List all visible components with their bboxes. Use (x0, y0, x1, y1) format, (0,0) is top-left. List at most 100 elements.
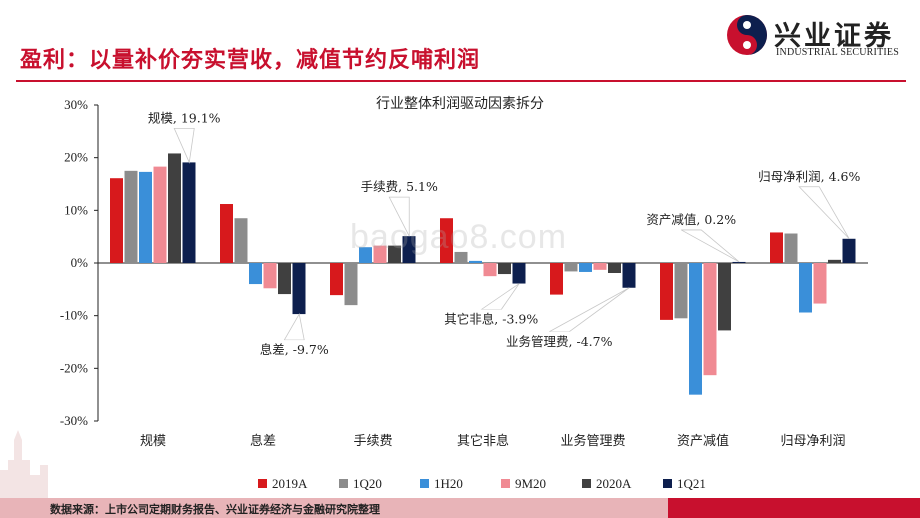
x-tick-label: 其它非息 (457, 433, 509, 449)
bar (469, 260, 482, 263)
annotation-label: 手续费, 5.1% (361, 179, 438, 194)
logo-chinese-name: 兴业证券 (774, 21, 894, 52)
x-tick-label: 归母净利润 (780, 434, 845, 449)
bar (330, 263, 343, 296)
annotation-label: 业务管理费, -4.7% (506, 334, 613, 349)
bar (440, 218, 453, 263)
bar (718, 263, 731, 331)
footer-accent (668, 498, 920, 518)
bar (813, 263, 827, 304)
annotation-pointer (388, 196, 410, 237)
x-tick-label: 规模 (140, 434, 166, 449)
bar (220, 204, 233, 263)
bar (110, 178, 123, 263)
skyline-decoration-icon (0, 430, 48, 500)
bar (402, 236, 416, 263)
bar (168, 153, 181, 263)
bar (593, 263, 607, 270)
y-tick-label: 20% (64, 150, 88, 165)
footer-source: 数据来源：上市公司定期财务报告、兴业证券经济与金融研究院整理 (50, 503, 380, 516)
annotation-box (430, 309, 552, 329)
bar (139, 171, 152, 263)
bar (622, 263, 636, 288)
bar-chart: 行业整体利润驱动因素拆分 规模, 19.1% 息差, -9.7% 手续费, 5.1%… (60, 96, 870, 491)
bar (564, 263, 578, 272)
annotation-pointer (173, 128, 195, 164)
chart-title: 行业整体利润驱动因素拆分 (376, 96, 544, 112)
legend-swatch (339, 479, 348, 488)
bar (579, 263, 592, 272)
annotation-pointer (798, 186, 850, 240)
watermark-text: baogao8.com (350, 218, 568, 256)
bar (799, 263, 812, 313)
annotation-box (635, 209, 747, 229)
legend-label: 2019A (272, 476, 308, 491)
annotation-box (349, 177, 450, 197)
bar (512, 263, 526, 284)
bar (153, 166, 167, 263)
logo-mark-icon (727, 15, 767, 55)
company-logo: 兴业证券 INDUSTRIAL SECURITIES (726, 10, 916, 62)
annotation-pointer (479, 283, 520, 310)
bar (182, 162, 196, 263)
y-tick-label: 0% (71, 255, 89, 270)
y-tick-label: 10% (64, 202, 88, 217)
bar (842, 238, 856, 263)
annotation-label: 规模, 19.1% (148, 110, 221, 125)
annotation-label: 归母净利润, 4.6% (758, 169, 860, 184)
bar (124, 170, 138, 263)
bar (388, 245, 401, 263)
bar (550, 263, 563, 295)
bar (278, 263, 291, 295)
bar (344, 263, 358, 306)
y-tick-label: -10% (60, 308, 88, 323)
bar (703, 263, 717, 376)
bar (498, 263, 511, 275)
bar (373, 245, 387, 263)
annotation-pointer (283, 312, 305, 341)
bar (732, 261, 746, 263)
title-underline (16, 80, 906, 82)
x-tick-label: 手续费 (353, 434, 392, 449)
legend-swatch (420, 479, 429, 488)
y-tick-label: -30% (60, 413, 88, 428)
legend-swatch (663, 479, 672, 488)
legend-label: 1Q20 (353, 476, 382, 491)
x-tick-label: 业务管理费 (560, 433, 625, 449)
y-tick-label: 30% (64, 97, 88, 112)
bar (689, 263, 702, 395)
bar (770, 232, 783, 263)
annotation-box (748, 166, 870, 186)
legend-label: 1H20 (434, 476, 463, 491)
legend-swatch (258, 479, 267, 488)
bar (608, 263, 621, 274)
bar (660, 263, 673, 320)
x-tick-label: 资产减值 (677, 433, 729, 449)
annotation-box (244, 340, 345, 360)
legend-swatch (501, 479, 510, 488)
bar (359, 247, 372, 263)
annotation-label: 息差, -9.7% (260, 342, 329, 357)
x-tick-label: 息差 (250, 433, 276, 449)
bar (784, 233, 798, 263)
legend-label: 2020A (596, 476, 632, 491)
annotation-label: 其它非息, -3.9% (444, 312, 538, 327)
bar (249, 263, 262, 285)
bar (234, 218, 248, 263)
legend-label: 9M20 (515, 476, 546, 491)
bar (454, 251, 468, 263)
annotation-box (493, 331, 626, 351)
annotation-pointer (681, 229, 740, 263)
annotation-box (134, 108, 235, 128)
bar (483, 263, 497, 277)
legend-swatch (582, 479, 591, 488)
bar (674, 263, 688, 319)
y-tick-label: -20% (60, 360, 88, 375)
page-title: 盈利：以量补价夯实营收，减值节约反哺利润 (20, 48, 481, 73)
bar (263, 263, 277, 289)
logo-english-name: INDUSTRIAL SECURITIES (776, 47, 899, 58)
bar (292, 263, 306, 315)
legend-label: 1Q21 (677, 476, 706, 491)
bar (828, 259, 841, 263)
annotation-label: 资产减值, 0.2% (646, 212, 736, 227)
